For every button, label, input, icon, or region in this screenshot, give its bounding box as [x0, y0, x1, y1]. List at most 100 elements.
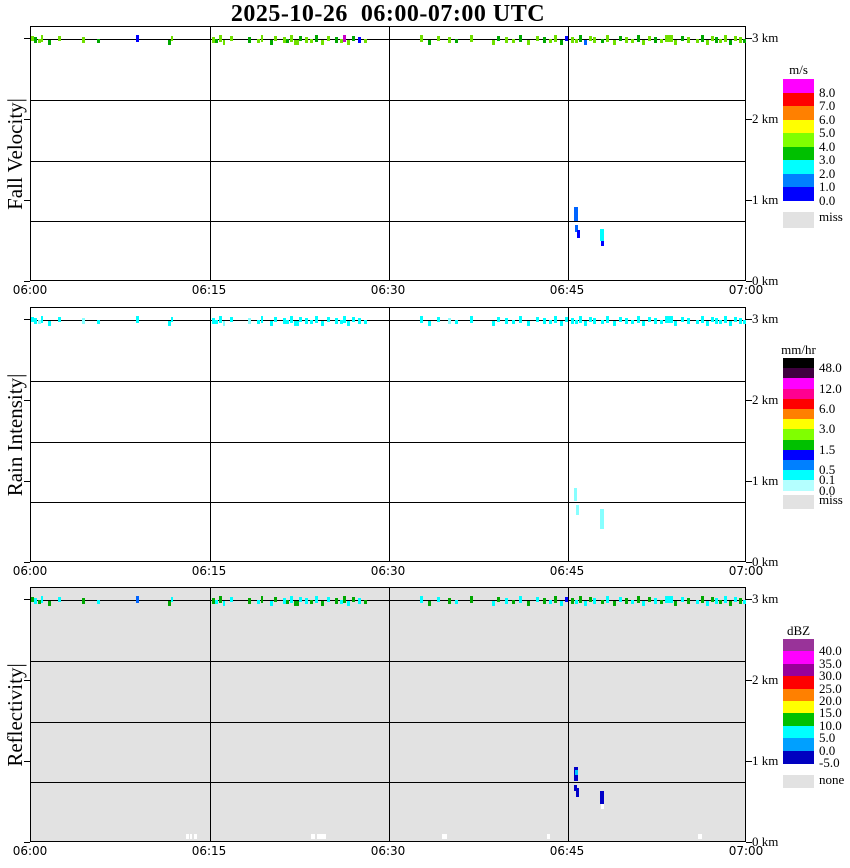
- gridline-time: [210, 308, 211, 561]
- echo-mark: [219, 596, 222, 603]
- echo-mark: [223, 40, 225, 45]
- axis-tick-left: [24, 761, 30, 762]
- echo-mark: [171, 36, 173, 41]
- echo-mark: [648, 36, 651, 41]
- echo-mark: [711, 317, 714, 322]
- echo-mark: [58, 317, 61, 322]
- echo-mark: [593, 318, 596, 324]
- echo-mark: [470, 35, 473, 42]
- colorbar-tick-label: 0.5: [819, 462, 836, 478]
- km-tick-label: 0 km: [752, 554, 779, 569]
- colorbar-segment: [783, 449, 814, 461]
- axis-tick-left: [24, 38, 30, 39]
- echo-mark: [230, 36, 233, 41]
- gridline-horizontal: [31, 380, 745, 382]
- echo-mark: [648, 597, 651, 602]
- colorbar-segment: [783, 79, 814, 94]
- echo-mark: [706, 40, 709, 45]
- echo-mark: [335, 318, 338, 324]
- gridline-horizontal: [31, 221, 745, 223]
- echo-mark: [270, 601, 273, 606]
- echo-mark: [701, 596, 704, 603]
- echo-mark: [579, 316, 582, 323]
- colorbar-tick-label: 6.0: [819, 111, 836, 127]
- colorbar-segment: [783, 676, 814, 690]
- axis-tick-right: [746, 38, 752, 39]
- echo-mark: [554, 596, 557, 603]
- echo-mark: [428, 40, 431, 45]
- echo-mark: [743, 600, 746, 604]
- echo-mark: [613, 601, 616, 606]
- echo-mark: [681, 36, 684, 41]
- echo-mark: [696, 600, 699, 604]
- echo-mark: [420, 35, 423, 42]
- colorbar-segment: [783, 750, 814, 764]
- gridline-time: [210, 588, 211, 841]
- colorbar-tick-label: 4.0: [819, 138, 836, 154]
- km-tick-label: 0 km: [752, 834, 779, 849]
- colorbar-tick-label: 40.0: [819, 643, 842, 659]
- echo-mark: [437, 597, 440, 602]
- colorbar-tick-label: 35.0: [819, 655, 842, 671]
- echo-mark: [565, 317, 568, 322]
- echo-mark: [286, 39, 289, 43]
- echo-mark: [579, 35, 582, 42]
- x-tick-label: 06:30: [370, 564, 406, 578]
- echo-mark: [168, 321, 171, 326]
- echo-mark: [358, 37, 361, 43]
- echo-mark: [321, 40, 324, 45]
- echo-mark: [706, 601, 709, 606]
- echo-mark: [512, 39, 515, 43]
- panel-fall-velocity: [30, 26, 746, 281]
- echo-mark: [223, 601, 225, 606]
- colorbar-tick-label: 1.5: [819, 441, 836, 457]
- echo-mark: [343, 596, 346, 603]
- echo-mark: [637, 596, 640, 603]
- echo-mark: [470, 316, 473, 323]
- colorbar-tick-label: 20.0: [819, 693, 842, 708]
- gridline-horizontal: [31, 160, 745, 162]
- x-tick-label: 07:00: [728, 283, 764, 297]
- echo-mark: [575, 600, 578, 604]
- gridline-horizontal: [31, 441, 745, 443]
- echo-mark: [589, 36, 592, 41]
- gridline-time: [568, 308, 569, 561]
- colorbar-tick-label: 2.0: [819, 165, 836, 181]
- gridline-3km: [31, 600, 745, 601]
- streak-mark: [600, 509, 604, 529]
- echo-mark: [549, 320, 552, 324]
- echo-mark: [82, 318, 85, 324]
- echo-mark: [743, 39, 746, 43]
- echo-mark: [527, 40, 530, 45]
- echo-mark: [601, 320, 604, 324]
- echo-mark: [347, 321, 350, 326]
- echo-mark: [274, 36, 277, 41]
- colorbar-segment: [783, 409, 814, 420]
- echo-mark: [299, 36, 302, 41]
- streak-mark: [577, 230, 580, 238]
- colorbar-segment: [783, 119, 814, 134]
- echo-mark: [347, 601, 350, 606]
- echo-mark: [660, 600, 663, 604]
- echo-mark: [711, 597, 714, 602]
- echo-mark: [687, 37, 690, 43]
- colorbar-segment: [783, 639, 814, 652]
- km-tick-label: 3 km: [752, 591, 779, 606]
- echo-mark: [536, 597, 539, 602]
- echo-mark: [687, 598, 690, 604]
- panel-reflectivity: [30, 587, 746, 842]
- echo-mark: [428, 601, 431, 606]
- km-tick-label: 1 km: [752, 473, 779, 488]
- echo-mark: [601, 39, 604, 43]
- axis-tick-left: [24, 319, 30, 320]
- echo-mark: [729, 321, 732, 326]
- echo-mark: [637, 316, 640, 323]
- echo-mark: [327, 36, 330, 41]
- echo-mark: [606, 35, 609, 42]
- echo-mark: [724, 316, 727, 323]
- axis-tick-right: [746, 842, 752, 843]
- echo-mark: [335, 598, 338, 604]
- colorbar-tick-label: 3.0: [819, 152, 836, 167]
- colorbar-missing-label: miss: [819, 491, 843, 507]
